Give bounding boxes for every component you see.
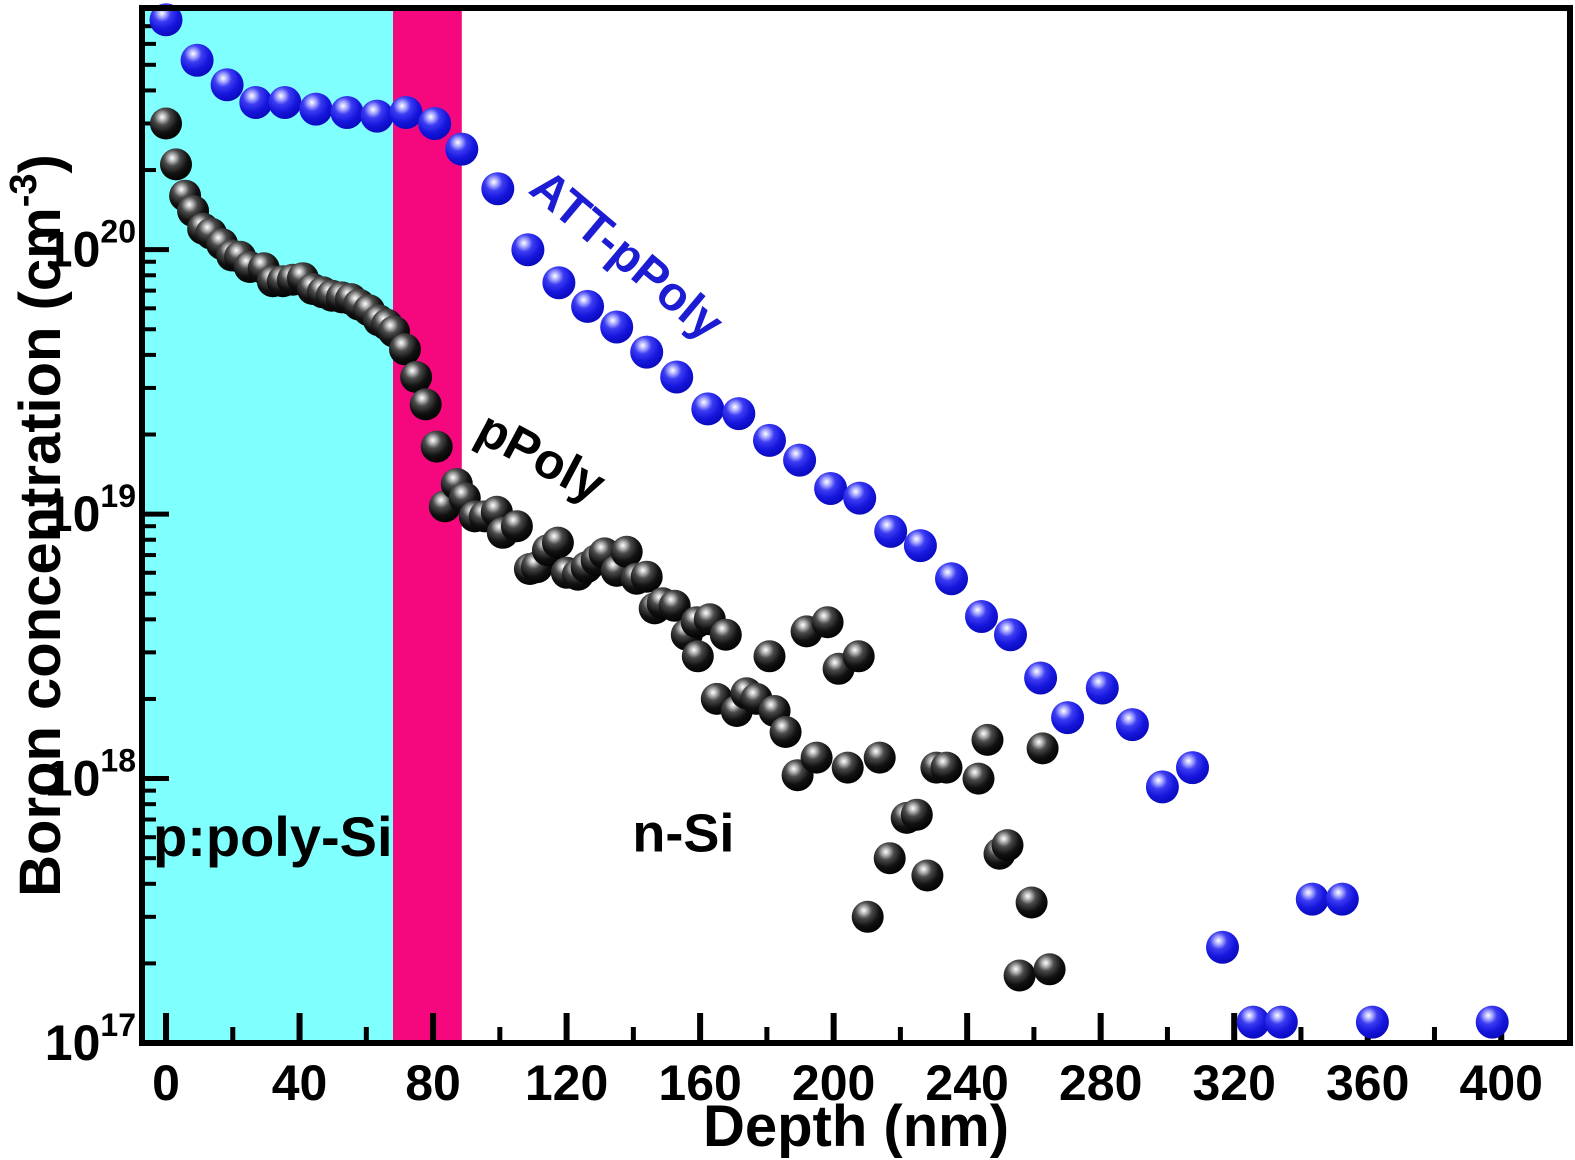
data-point-ppoly — [1026, 732, 1059, 765]
x-tick-label: 240 — [925, 1055, 1008, 1111]
data-point-ppoly — [709, 618, 742, 651]
data-point-att-ppoly — [1475, 1005, 1509, 1039]
data-point-ppoly — [863, 741, 896, 774]
data-point-att-ppoly — [994, 618, 1027, 652]
data-point-att-ppoly — [418, 107, 452, 140]
x-tick-label: 0 — [152, 1055, 180, 1111]
x-tick-label: 320 — [1192, 1055, 1275, 1111]
data-point-att-ppoly — [330, 96, 364, 129]
data-point-att-ppoly — [691, 392, 725, 426]
data-point-att-ppoly — [753, 423, 786, 457]
interface-region — [393, 8, 462, 1043]
data-point-ppoly — [1033, 953, 1066, 986]
data-point-att-ppoly — [660, 360, 694, 394]
y-axis-title: Boron concentration (cm-3) — [3, 154, 73, 897]
data-point-att-ppoly — [1051, 701, 1085, 735]
data-point-att-ppoly — [1355, 1005, 1389, 1039]
data-point-att-ppoly — [600, 310, 634, 344]
data-point-ppoly — [1015, 886, 1048, 919]
data-point-ppoly — [1003, 959, 1036, 992]
data-point-ppoly — [409, 388, 442, 421]
data-point-att-ppoly — [843, 481, 877, 515]
data-point-ppoly — [873, 842, 906, 875]
x-tick-label: 40 — [272, 1055, 328, 1111]
x-tick-label: 200 — [792, 1055, 875, 1111]
data-point-att-ppoly — [935, 562, 968, 596]
data-point-ppoly — [971, 723, 1004, 756]
data-point-ppoly — [630, 560, 663, 593]
y-tick-label: 1019 — [45, 478, 136, 542]
data-point-att-ppoly — [239, 86, 273, 119]
x-tick-label: 120 — [525, 1055, 608, 1111]
data-point-att-ppoly — [1024, 661, 1058, 695]
data-point-att-ppoly — [783, 443, 817, 477]
data-point-att-ppoly — [1264, 1005, 1298, 1039]
data-point-att-ppoly — [571, 289, 605, 323]
data-point-att-ppoly — [542, 266, 576, 300]
x-tick-label: 80 — [405, 1055, 461, 1111]
data-point-ppoly — [851, 900, 884, 933]
data-point-att-ppoly — [874, 514, 908, 548]
data-point-att-ppoly — [1206, 930, 1239, 964]
data-point-att-ppoly — [814, 472, 848, 505]
data-point-ppoly — [500, 510, 533, 543]
data-point-ppoly — [389, 333, 421, 366]
plot-frame — [139, 5, 1573, 1046]
data-point-att-ppoly — [299, 92, 333, 126]
data-point-att-ppoly — [511, 233, 545, 267]
data-point-att-ppoly — [1115, 708, 1149, 742]
data-point-ppoly — [991, 829, 1024, 862]
data-point-att-ppoly — [445, 132, 479, 166]
data-point-ppoly — [541, 526, 574, 559]
data-point-att-ppoly — [360, 99, 394, 133]
data-point-att-ppoly — [180, 43, 214, 77]
x-axis-title: Depth (nm) — [703, 1094, 1009, 1159]
data-point-att-ppoly — [1176, 751, 1209, 785]
data-point-att-ppoly — [1145, 770, 1179, 804]
data-point-att-ppoly — [1085, 671, 1119, 705]
data-point-ppoly — [930, 751, 963, 784]
data-point-ppoly — [911, 859, 944, 892]
y-tick-label: 1017 — [45, 1007, 136, 1071]
data-point-ppoly — [900, 798, 933, 831]
data-point-ppoly — [658, 589, 691, 622]
data-point-att-ppoly — [389, 96, 423, 129]
x-tick-label: 280 — [1059, 1055, 1142, 1111]
x-tick-label: 360 — [1326, 1055, 1409, 1111]
data-point-att-ppoly — [149, 3, 183, 37]
ppoly-label: pPoly — [468, 400, 615, 513]
data-point-att-ppoly — [903, 529, 937, 563]
data-point-ppoly — [160, 148, 192, 181]
x-tick-label: 160 — [658, 1055, 741, 1111]
p-poly-si-label: p:poly-Si — [153, 805, 393, 868]
y-tick-label: 1018 — [45, 743, 136, 807]
data-point-att-ppoly — [1325, 882, 1359, 916]
data-point-ppoly — [420, 430, 453, 463]
data-point-ppoly — [962, 762, 995, 795]
data-point-ppoly — [831, 751, 864, 784]
data-point-att-ppoly — [965, 600, 998, 633]
x-tick-label: 400 — [1460, 1055, 1543, 1111]
data-point-ppoly — [681, 640, 714, 673]
y-tick-label: 1020 — [45, 214, 136, 278]
data-point-ppoly — [753, 640, 786, 673]
data-point-ppoly — [400, 361, 433, 393]
data-point-att-ppoly — [630, 335, 664, 369]
data-point-ppoly — [150, 107, 182, 140]
data-point-att-ppoly — [1295, 882, 1329, 916]
data-point-ppoly — [769, 716, 802, 748]
data-point-att-ppoly — [722, 397, 756, 431]
data-point-att-ppoly — [481, 172, 515, 206]
data-point-ppoly — [800, 741, 833, 774]
data-point-att-ppoly — [210, 68, 244, 102]
data-point-att-ppoly — [1236, 1005, 1270, 1039]
n-si-label: n-Si — [632, 804, 734, 864]
data-point-ppoly — [610, 535, 643, 568]
data-point-att-ppoly — [268, 86, 302, 119]
data-point-ppoly — [842, 640, 875, 673]
data-point-ppoly — [811, 606, 844, 639]
